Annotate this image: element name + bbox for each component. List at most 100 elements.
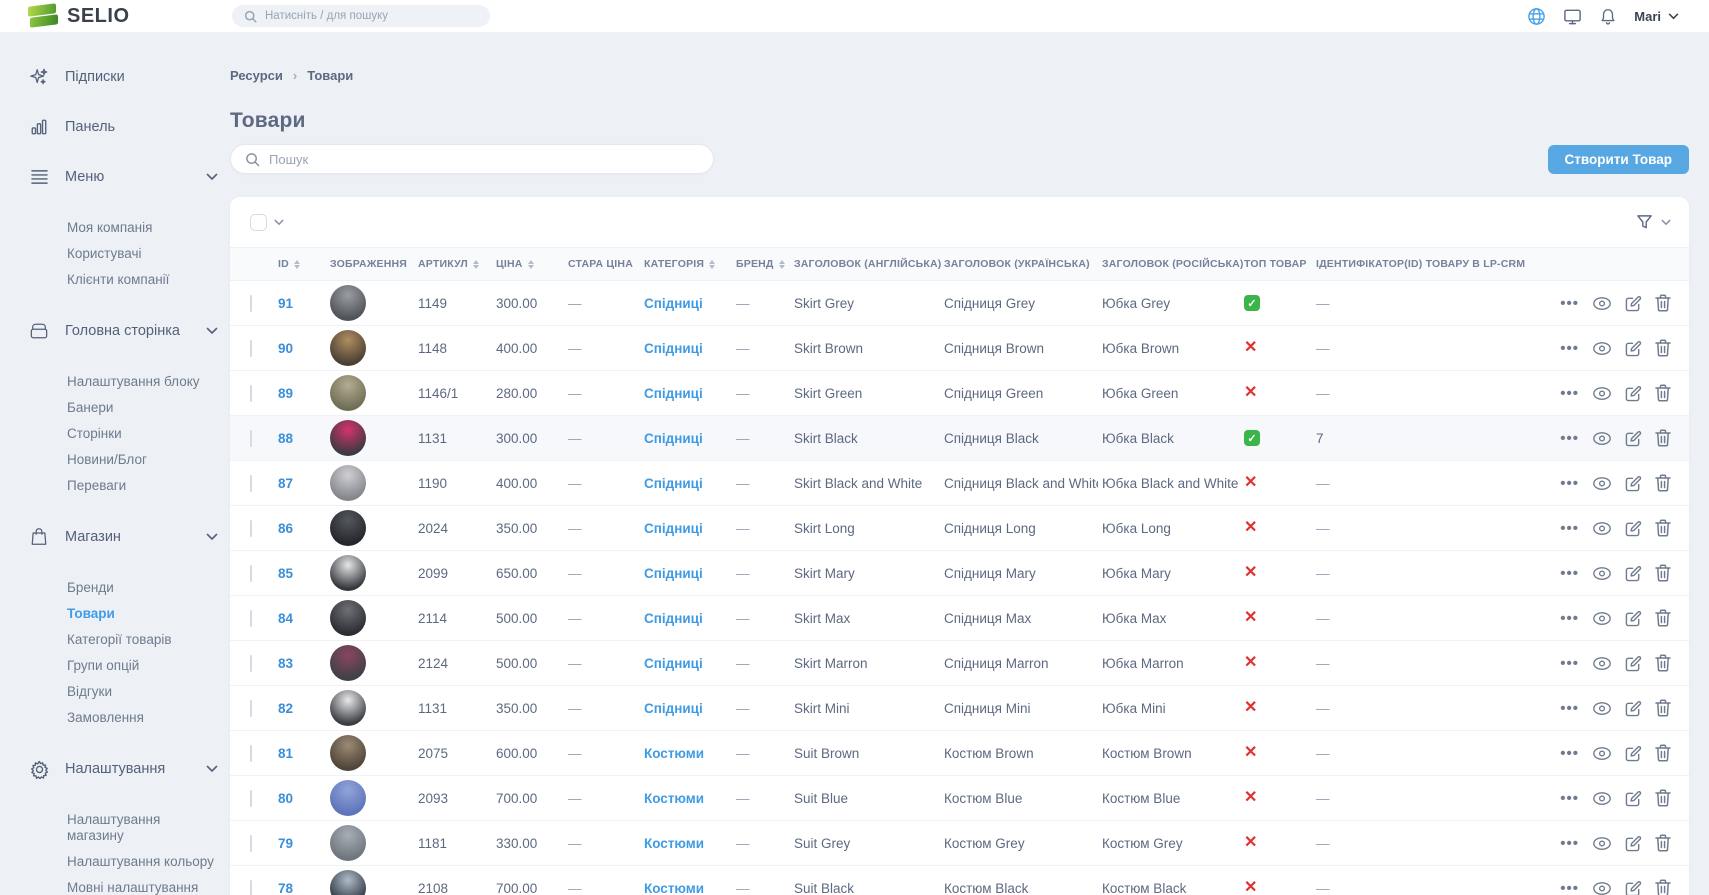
- delete-trash-icon[interactable]: [1655, 564, 1671, 582]
- edit-pencil-icon[interactable]: [1625, 565, 1642, 582]
- product-image[interactable]: [330, 825, 366, 861]
- more-actions-icon[interactable]: •••: [1560, 564, 1579, 582]
- view-eye-icon[interactable]: [1592, 656, 1612, 671]
- more-actions-icon[interactable]: •••: [1560, 429, 1579, 447]
- edit-pencil-icon[interactable]: [1625, 835, 1642, 852]
- more-actions-icon[interactable]: •••: [1560, 834, 1579, 852]
- edit-pencil-icon[interactable]: [1625, 340, 1642, 357]
- product-image[interactable]: [330, 375, 366, 411]
- user-menu[interactable]: Mari: [1634, 9, 1679, 24]
- sidebar-subitem[interactable]: Налаштування кольору: [67, 854, 214, 869]
- sidebar-subitem[interactable]: Клієнти компанії: [67, 272, 170, 287]
- view-eye-icon[interactable]: [1592, 296, 1612, 311]
- edit-pencil-icon[interactable]: [1625, 295, 1642, 312]
- product-id-link[interactable]: 87: [278, 475, 294, 491]
- product-category-link[interactable]: Спідниці: [644, 475, 703, 491]
- view-eye-icon[interactable]: [1592, 881, 1612, 895]
- row-checkbox[interactable]: [250, 699, 252, 717]
- product-category-link[interactable]: Спідниці: [644, 565, 703, 581]
- row-checkbox[interactable]: [250, 339, 252, 357]
- column-header-category[interactable]: КАТЕГОРІЯ: [640, 247, 732, 281]
- view-eye-icon[interactable]: [1592, 836, 1612, 851]
- view-eye-icon[interactable]: [1592, 791, 1612, 806]
- sidebar-item-4[interactable]: Магазин: [28, 525, 218, 549]
- sidebar-item-0[interactable]: Підписки: [28, 65, 218, 89]
- row-checkbox[interactable]: [250, 609, 252, 627]
- sidebar-subitem[interactable]: Новини/Блог: [67, 452, 147, 467]
- sidebar-subitem[interactable]: Групи опцій: [67, 658, 140, 673]
- more-actions-icon[interactable]: •••: [1560, 699, 1579, 717]
- products-search-input[interactable]: [269, 151, 699, 167]
- product-id-link[interactable]: 89: [278, 385, 294, 401]
- edit-pencil-icon[interactable]: [1625, 475, 1642, 492]
- sort-arrows-icon[interactable]: [472, 259, 479, 269]
- product-image[interactable]: [330, 645, 366, 681]
- delete-trash-icon[interactable]: [1655, 699, 1671, 717]
- column-header-brand[interactable]: БРЕНД: [732, 247, 790, 281]
- view-eye-icon[interactable]: [1592, 386, 1612, 401]
- row-checkbox[interactable]: [250, 429, 252, 447]
- product-id-link[interactable]: 90: [278, 340, 294, 356]
- product-image[interactable]: [330, 735, 366, 771]
- product-category-link[interactable]: Спідниці: [644, 610, 703, 626]
- view-eye-icon[interactable]: [1592, 611, 1612, 626]
- delete-trash-icon[interactable]: [1655, 384, 1671, 402]
- product-id-link[interactable]: 83: [278, 655, 294, 671]
- product-id-link[interactable]: 82: [278, 700, 294, 716]
- create-product-button[interactable]: Створити Товар: [1547, 144, 1689, 174]
- row-checkbox[interactable]: [250, 474, 252, 492]
- product-category-link[interactable]: Костюми: [644, 745, 705, 761]
- product-id-link[interactable]: 88: [278, 430, 294, 446]
- breadcrumb-resources[interactable]: Ресурси: [230, 68, 283, 83]
- product-id-link[interactable]: 79: [278, 835, 294, 851]
- select-all-checkbox[interactable]: [250, 213, 267, 231]
- product-image[interactable]: [330, 465, 366, 501]
- sort-arrows-icon[interactable]: [778, 259, 785, 269]
- app-logo[interactable]: SELIO: [28, 3, 228, 29]
- product-image[interactable]: [330, 510, 366, 546]
- sidebar-item-3[interactable]: Головна сторінка: [28, 319, 218, 343]
- sidebar-subitem[interactable]: Бренди: [67, 580, 114, 595]
- row-checkbox[interactable]: [250, 519, 252, 537]
- product-image[interactable]: [330, 690, 366, 726]
- row-checkbox[interactable]: [250, 384, 252, 402]
- sidebar-item-1[interactable]: Панель: [28, 115, 218, 139]
- more-actions-icon[interactable]: •••: [1560, 474, 1579, 492]
- row-checkbox[interactable]: [250, 654, 252, 672]
- product-image[interactable]: [330, 330, 366, 366]
- more-actions-icon[interactable]: •••: [1560, 384, 1579, 402]
- view-eye-icon[interactable]: [1592, 521, 1612, 536]
- sidebar-subitem[interactable]: Користувачі: [67, 246, 142, 261]
- delete-trash-icon[interactable]: [1655, 339, 1671, 357]
- edit-pencil-icon[interactable]: [1625, 745, 1642, 762]
- product-id-link[interactable]: 85: [278, 565, 294, 581]
- delete-trash-icon[interactable]: [1655, 474, 1671, 492]
- product-id-link[interactable]: 80: [278, 790, 294, 806]
- view-eye-icon[interactable]: [1592, 341, 1612, 356]
- product-category-link[interactable]: Костюми: [644, 835, 705, 851]
- product-id-link[interactable]: 86: [278, 520, 294, 536]
- product-category-link[interactable]: Спідниці: [644, 655, 703, 671]
- sort-arrows-icon[interactable]: [293, 259, 300, 269]
- product-id-link[interactable]: 81: [278, 745, 294, 761]
- column-header-price[interactable]: ЦІНА: [492, 247, 564, 281]
- product-id-link[interactable]: 91: [278, 295, 294, 311]
- product-image[interactable]: [330, 600, 366, 636]
- delete-trash-icon[interactable]: [1655, 294, 1671, 312]
- product-category-link[interactable]: Спідниці: [644, 340, 703, 356]
- row-checkbox[interactable]: [250, 879, 252, 895]
- delete-trash-icon[interactable]: [1655, 654, 1671, 672]
- product-id-link[interactable]: 78: [278, 880, 294, 895]
- sidebar-subitem[interactable]: Відгуки: [67, 684, 113, 699]
- global-search[interactable]: [232, 5, 490, 27]
- delete-trash-icon[interactable]: [1655, 609, 1671, 627]
- product-id-link[interactable]: 84: [278, 610, 294, 626]
- column-header-id[interactable]: ID: [274, 247, 326, 281]
- more-actions-icon[interactable]: •••: [1560, 519, 1579, 537]
- more-actions-icon[interactable]: •••: [1560, 789, 1579, 807]
- product-category-link[interactable]: Костюми: [644, 880, 705, 895]
- edit-pencil-icon[interactable]: [1625, 655, 1642, 672]
- row-checkbox[interactable]: [250, 834, 252, 852]
- sidebar-item-2[interactable]: Меню: [28, 165, 218, 189]
- sidebar-subitem[interactable]: Банери: [67, 400, 114, 415]
